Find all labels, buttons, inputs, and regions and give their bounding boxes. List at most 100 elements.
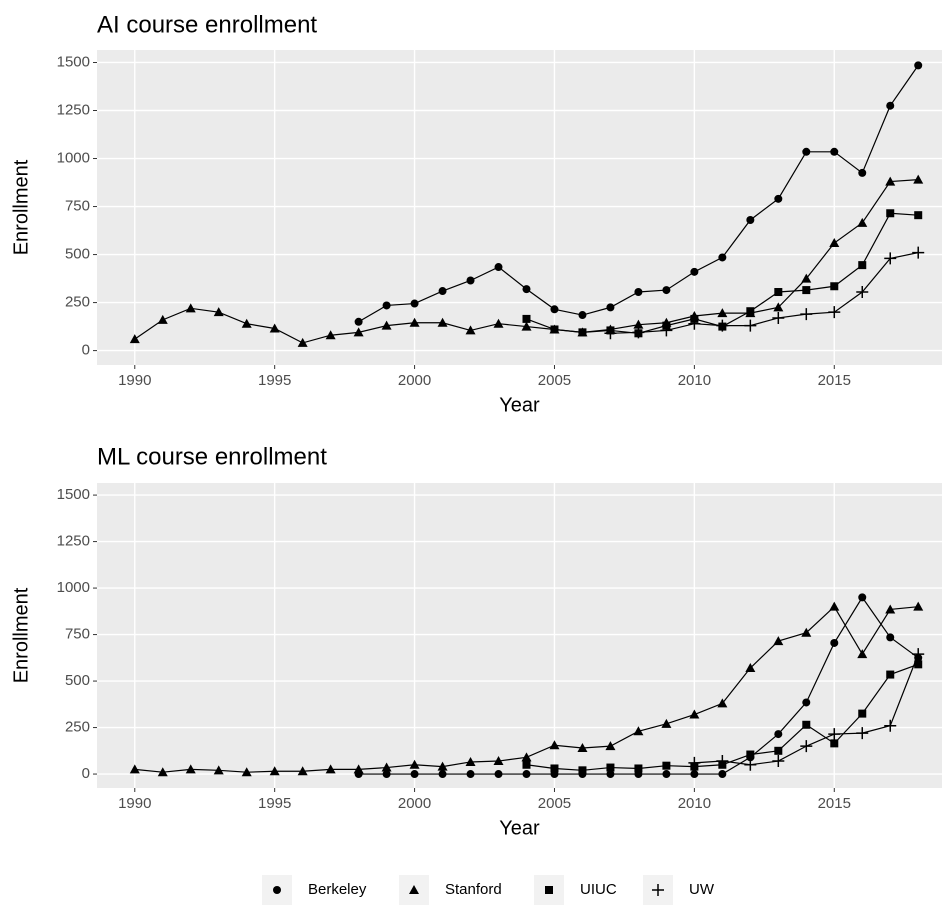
marker [604, 327, 617, 340]
x-axis-title: Year [499, 817, 540, 839]
marker [857, 217, 868, 227]
marker [802, 286, 811, 295]
marker [269, 766, 280, 776]
plot-panel [97, 50, 942, 365]
marker [857, 649, 868, 659]
marker [773, 302, 784, 312]
marker [660, 324, 673, 337]
marker [830, 147, 839, 156]
marker [494, 770, 503, 779]
marker [353, 764, 364, 774]
marker [465, 325, 476, 335]
marker [325, 764, 336, 774]
marker [297, 766, 308, 776]
marker [884, 252, 897, 265]
marker [550, 325, 559, 334]
marker [718, 253, 727, 262]
marker [912, 648, 925, 661]
marker [912, 246, 925, 259]
marker [606, 770, 615, 779]
marker [716, 319, 729, 332]
marker [354, 317, 363, 326]
x-tick-label: 1995 [258, 795, 291, 812]
marker [662, 286, 671, 295]
marker [522, 760, 531, 769]
y-tick-label: 1250 [57, 101, 90, 118]
chart-title: ML course enrollment [97, 443, 327, 470]
marker [410, 299, 419, 308]
legend-marker [409, 885, 419, 894]
marker [438, 287, 447, 296]
legend-marker [273, 886, 281, 894]
marker [606, 303, 615, 312]
legend-label: Stanford [445, 881, 502, 898]
marker [437, 317, 448, 327]
marker [746, 307, 755, 316]
marker [606, 763, 615, 772]
marker [830, 739, 839, 748]
marker [885, 176, 896, 186]
marker [746, 215, 755, 224]
marker [605, 741, 616, 751]
marker [856, 727, 869, 740]
y-tick-label: 1000 [57, 149, 90, 166]
marker [578, 766, 587, 775]
x-tick-label: 2010 [678, 372, 711, 389]
marker [241, 318, 252, 328]
x-tick-label: 2005 [538, 372, 571, 389]
x-tick-label: 2000 [398, 372, 431, 389]
marker [774, 194, 783, 203]
marker [578, 311, 587, 320]
y-tick-label: 750 [65, 626, 90, 643]
marker [633, 319, 644, 329]
x-tick-label: 2000 [398, 795, 431, 812]
marker [634, 288, 643, 297]
marker [688, 317, 701, 330]
marker [437, 761, 448, 771]
marker [157, 314, 168, 324]
y-tick-label: 1500 [57, 53, 90, 70]
marker [801, 273, 812, 283]
marker [773, 636, 784, 646]
marker [718, 770, 727, 779]
y-tick-label: 500 [65, 672, 90, 689]
marker [578, 328, 587, 337]
y-tick-label: 0 [82, 342, 90, 359]
marker [493, 756, 504, 766]
marker [830, 282, 839, 291]
marker [185, 764, 196, 774]
marker [409, 317, 420, 327]
marker [745, 663, 756, 673]
marker [886, 633, 895, 642]
marker [828, 728, 841, 741]
marker [828, 306, 841, 319]
marker [772, 311, 785, 324]
marker [772, 755, 785, 768]
marker [632, 326, 645, 339]
marker [829, 601, 840, 611]
marker [802, 698, 811, 707]
marker [746, 750, 755, 759]
y-tick-label: 0 [82, 765, 90, 782]
marker [800, 308, 813, 321]
marker [690, 770, 699, 779]
x-tick-label: 1990 [118, 372, 151, 389]
marker [550, 764, 559, 773]
marker [381, 762, 392, 772]
marker [577, 743, 588, 753]
marker [800, 740, 813, 753]
marker [717, 698, 728, 708]
marker [858, 261, 867, 270]
marker [688, 756, 701, 769]
marker [633, 726, 644, 736]
marker [129, 764, 140, 774]
legend-label: UW [689, 881, 715, 898]
y-axis-title: Enrollment [10, 159, 32, 255]
marker [522, 285, 531, 294]
marker [886, 670, 895, 679]
marker [522, 314, 531, 323]
marker [856, 286, 869, 299]
marker [661, 718, 672, 728]
x-axis-title: Year [499, 394, 540, 416]
x-tick-label: 2010 [678, 795, 711, 812]
